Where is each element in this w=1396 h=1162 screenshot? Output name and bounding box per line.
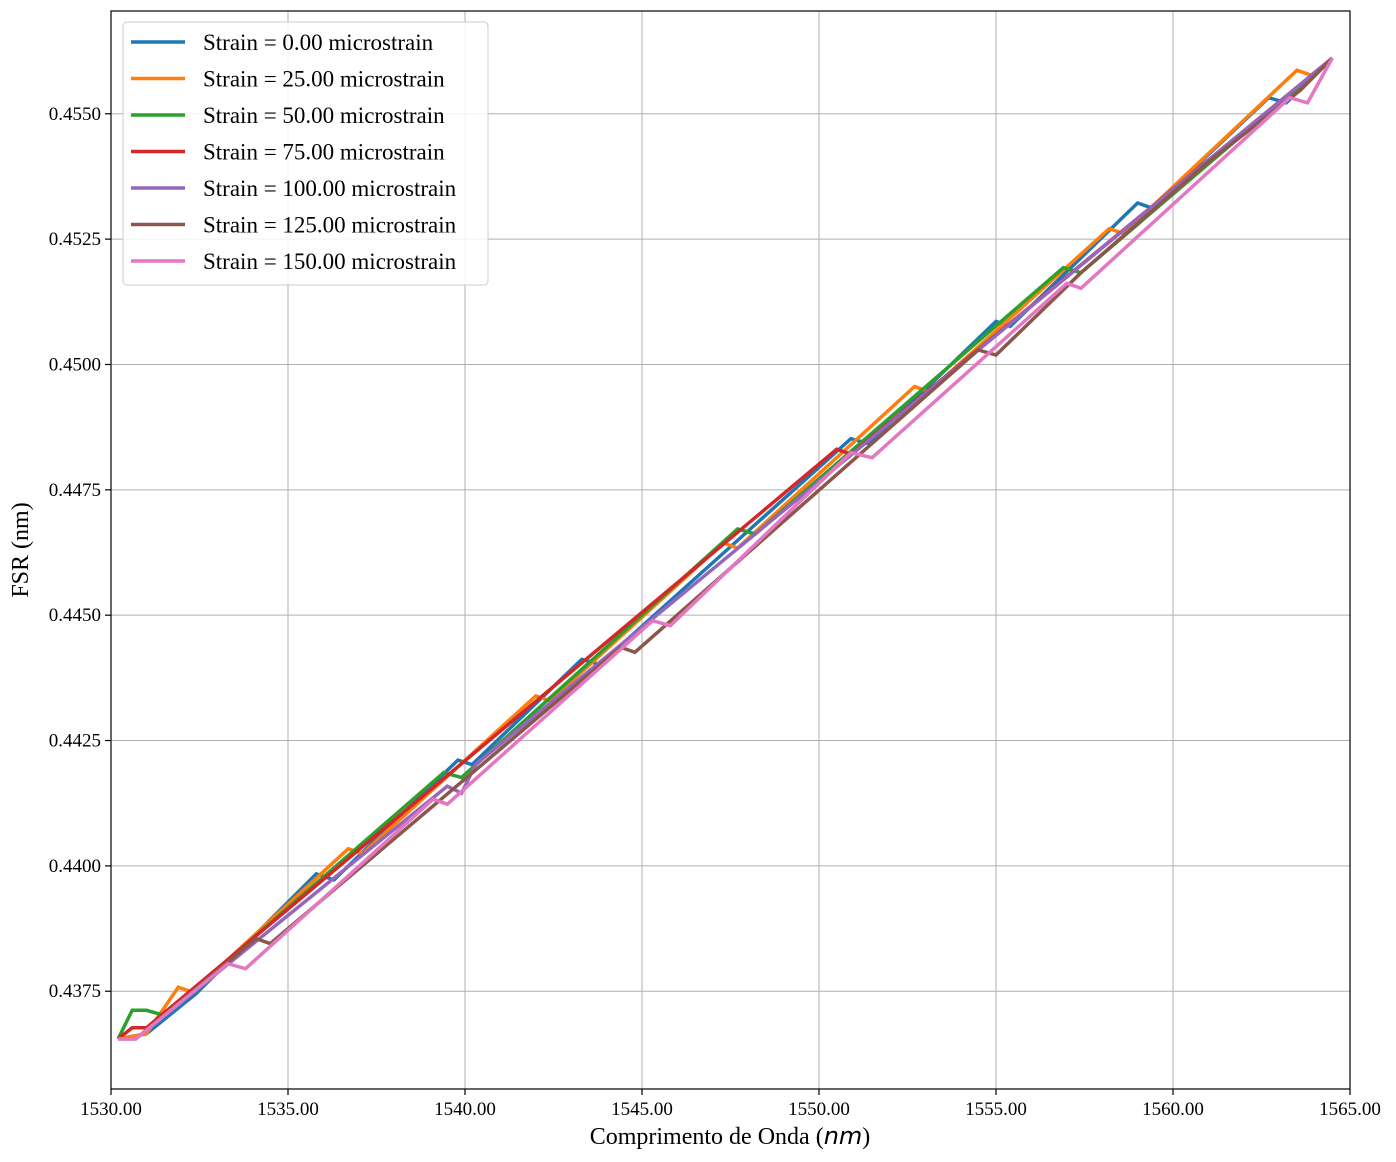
series-line-6 bbox=[118, 57, 1334, 1041]
x-tick-label: 1535.00 bbox=[257, 1099, 319, 1120]
series-lines bbox=[116, 56, 1334, 1041]
legend-label: Strain = 150.00 microstrain bbox=[203, 249, 457, 274]
x-tick-label: 1550.00 bbox=[788, 1099, 850, 1120]
plot-frame bbox=[110, 10, 1351, 1090]
y-axis-title: FSR (nm) bbox=[8, 502, 34, 597]
y-tick-label: 0.4500 bbox=[49, 354, 101, 375]
y-tick-label: 0.4375 bbox=[49, 981, 101, 1002]
y-tick-label: 0.4475 bbox=[49, 480, 101, 501]
y-tick-label: 0.4525 bbox=[49, 229, 101, 250]
legend: Strain = 0.00 microstrain Strain = 25.00 … bbox=[122, 21, 489, 286]
x-tick-label: 1560.00 bbox=[1142, 1099, 1204, 1120]
x-axis-unit: nm bbox=[824, 1122, 863, 1150]
y-tick-label: 0.4550 bbox=[49, 104, 101, 125]
y-axis-ticks: 0.4375 0.4400 0.4425 0.4450 0.4475 0.4500 0.45… bbox=[49, 104, 111, 1002]
legend-label: Strain = 125.00 microstrain bbox=[203, 213, 457, 238]
y-tick-label: 0.4450 bbox=[49, 605, 101, 626]
x-axis-unit-close: ) bbox=[862, 1124, 870, 1150]
series-line-2 bbox=[116, 56, 1334, 1040]
legend-label: Strain = 25.00 microstrain bbox=[203, 67, 445, 92]
x-axis-title-text: Comprimento de Onda bbox=[590, 1124, 810, 1150]
x-tick-label: 1540.00 bbox=[434, 1099, 496, 1120]
x-tick-label: 1545.00 bbox=[611, 1099, 673, 1120]
x-axis-title: Comprimento de Onda (nm) bbox=[590, 1122, 871, 1150]
legend-box bbox=[122, 21, 489, 286]
legend-label: Strain = 100.00 microstrain bbox=[203, 176, 457, 201]
legend-label: Strain = 50.00 microstrain bbox=[203, 103, 445, 128]
x-axis-unit-open: ( bbox=[816, 1124, 824, 1150]
x-tick-label: 1565.00 bbox=[1319, 1099, 1381, 1120]
series-line-5 bbox=[118, 56, 1334, 1041]
x-tick-label: 1555.00 bbox=[965, 1099, 1027, 1120]
x-tick-label: 1530.00 bbox=[80, 1099, 142, 1120]
legend-label: Strain = 0.00 microstrain bbox=[203, 30, 434, 55]
y-tick-label: 0.4425 bbox=[49, 731, 101, 752]
x-axis-ticks: 1530.00 1535.00 1540.00 1545.00 1550.00 1555.… bbox=[80, 1089, 1381, 1120]
legend-label: Strain = 75.00 microstrain bbox=[203, 140, 445, 165]
y-tick-label: 0.4400 bbox=[49, 856, 101, 877]
